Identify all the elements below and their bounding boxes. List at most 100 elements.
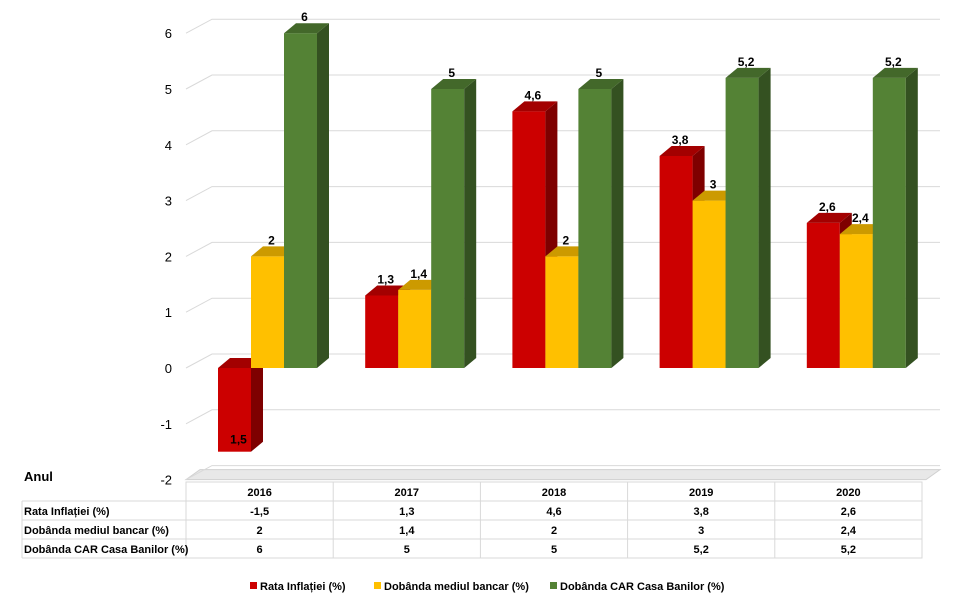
bar-front [839,234,873,368]
bar-2019-series-3 [725,67,771,368]
bar-front [398,289,432,368]
table-series-name: Dobânda CAR Casa Banilor (%) [24,544,189,556]
gridline [185,130,940,146]
table-cell: 3 [698,525,704,537]
legend-swatch-3 [550,582,557,589]
y-tick-label: -2 [160,473,172,488]
table-cell: 5,2 [694,544,709,556]
bar-top [512,101,558,112]
bar-front [431,89,465,368]
y-tick-label: 1 [165,305,172,320]
bars [218,23,918,452]
bar-front [284,33,317,368]
bar-2016-series-3 [284,23,329,368]
legend-label-1: Rata Inflației (%) [260,581,346,593]
data-label: 1,5 [230,433,247,447]
bar-front [806,222,840,368]
bar-top [806,212,852,223]
table-header-anul: Anul [24,469,53,484]
y-tick-label: 0 [165,361,172,376]
bar-front [872,77,906,368]
gridline [185,409,940,425]
data-table: Anul 2016 2017 2018 2019 2020 Rata Inflației (… [21,469,923,559]
data-label: 3,8 [672,133,689,147]
data-label: 5 [596,66,603,80]
data-label: 3 [710,178,717,192]
bar-side [251,358,263,452]
gridline [185,465,940,481]
table-series-name: Dobânda mediul bancar (%) [24,525,169,537]
legend: Rata Inflației (%) Dobânda mediul bancar … [250,581,725,593]
legend-swatch-1 [250,582,257,589]
table-header-year: 2020 [836,487,860,499]
data-label: 2,6 [819,200,836,214]
bar-2020-series-3 [872,67,918,368]
bar-front [725,77,759,368]
table-cell: -1,5 [250,506,269,518]
table-header-year: 2016 [247,487,271,499]
table-cell: 2,6 [841,506,856,518]
bar-side [611,79,624,368]
y-tick-label: 6 [165,26,172,41]
legend-swatch-2 [374,582,381,589]
bar-side [317,23,329,368]
bar-front [365,295,399,368]
bar-top [872,67,918,78]
bar-top [578,79,624,89]
data-label: 6 [301,10,308,24]
bar-top [284,23,329,34]
bar-front [545,256,579,368]
data-label: 5 [448,66,455,80]
bar-top [725,67,771,78]
bar-side [464,79,477,368]
y-tick-label: -1 [160,417,172,432]
bar-side [758,67,771,368]
data-label: 2 [563,233,570,247]
table-cell: 4,6 [546,506,561,518]
table-cell: 5 [404,544,410,556]
y-axis-ticks: -2 -1 0 1 2 3 4 5 6 [160,26,172,487]
table-cell: 1,4 [399,525,415,537]
data-label: 1,4 [410,267,427,281]
table-header-year: 2017 [395,487,419,499]
table-header-year: 2019 [689,487,713,499]
bar-top [431,79,477,89]
y-tick-label: 4 [165,138,172,153]
legend-label-3: Dobânda CAR Casa Banilor (%) [560,581,725,593]
gridline [185,74,940,90]
table-cell: 5 [551,544,557,556]
bar-front [251,256,284,368]
bar-front [578,89,612,368]
y-tick-label: 2 [165,249,172,264]
table-cell: 2 [551,525,557,537]
legend-label-2: Dobânda mediul bancar (%) [384,581,529,593]
bar-side [905,67,918,368]
data-label: 4,6 [525,88,542,102]
table-cell: 2,4 [841,525,857,537]
table-cell: 6 [257,544,263,556]
bar-front [218,368,251,452]
bar-2018-series-3 [578,79,624,368]
table-cell: 3,8 [694,506,709,518]
table-cell: 2 [257,525,263,537]
data-labels: 1,5 2 6 1,3 1,4 5 4,6 2 5 3,8 3 5,2 2,6 2,4 5,2 [230,10,902,447]
data-label: 5,2 [885,55,902,69]
table-series-name: Rata Inflației (%) [24,506,110,518]
y-tick-label: 3 [165,194,172,209]
gridline [185,18,940,34]
data-label: 5,2 [738,55,755,69]
bar-front [512,111,546,368]
bar-2017-series-3 [431,79,477,368]
bar-front [692,200,726,368]
table-cell: 5,2 [841,544,856,556]
bar-2016-series-1 [218,358,263,452]
data-label: 2 [268,233,275,247]
chart-floor [184,469,942,481]
bar-front [659,155,693,368]
data-label: 2,4 [852,211,869,225]
table-cell: 1,3 [399,506,414,518]
bar-top [659,145,705,156]
y-tick-label: 5 [165,82,172,97]
table-header-year: 2018 [542,487,566,499]
